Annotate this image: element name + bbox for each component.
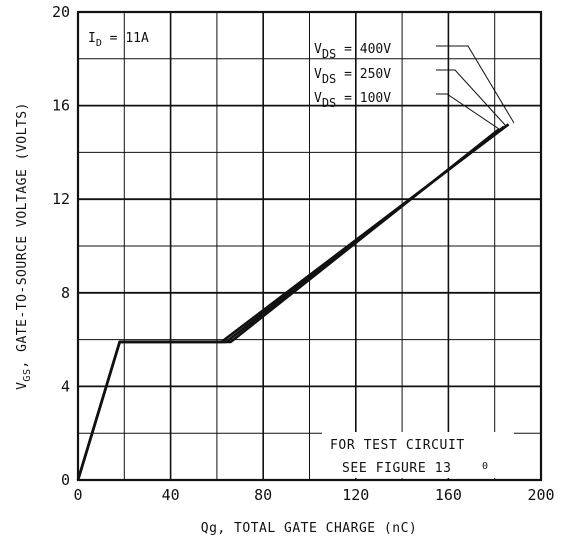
x-tick-label: 160	[435, 486, 462, 504]
legend-label-250v: VDS = 250V	[314, 67, 391, 86]
series-line-1	[76, 123, 510, 481]
y-tick-label: 16	[52, 97, 70, 115]
x-tick-label: 0	[73, 486, 82, 504]
note-line-2: SEE FIGURE 13	[342, 461, 452, 476]
x-tick-label: 200	[527, 486, 554, 504]
plot-frame	[76, 10, 543, 482]
grid	[78, 12, 541, 480]
stray-mark: 0	[482, 461, 488, 472]
x-tick-label: 120	[342, 486, 369, 504]
condition-label: ID = 11A	[88, 31, 149, 49]
series-line-2	[76, 125, 505, 481]
legend-label-100v: VDS = 100V	[314, 91, 391, 110]
leader-400v	[436, 45, 515, 124]
y-axis-title: VGS, GATE-TO-SOURCE VOLTAGE (VOLTS)	[15, 102, 33, 390]
note-line-1: FOR TEST CIRCUIT	[330, 438, 465, 453]
y-tick-label: 20	[52, 3, 70, 21]
legend-label-400v: VDS = 400V	[314, 42, 391, 61]
y-tick-label: 0	[61, 471, 70, 489]
x-tick-label: 40	[162, 486, 180, 504]
x-tick-label: 80	[254, 486, 272, 504]
series-line-3	[76, 127, 501, 481]
y-tick-label: 4	[61, 377, 70, 395]
series-lines	[76, 123, 510, 481]
y-tick-labels: 0 4 8 12 16 20	[52, 3, 70, 489]
legend-leaders	[436, 45, 515, 130]
x-tick-labels: 0 40 80 120 160 200	[73, 486, 554, 504]
note-box	[322, 432, 514, 478]
x-axis-title: Qg, TOTAL GATE CHARGE (nC)	[201, 521, 418, 536]
y-tick-label: 12	[52, 190, 70, 208]
leader-250v	[436, 69, 507, 127]
y-tick-label: 8	[61, 284, 70, 302]
leader-100v	[436, 93, 500, 130]
